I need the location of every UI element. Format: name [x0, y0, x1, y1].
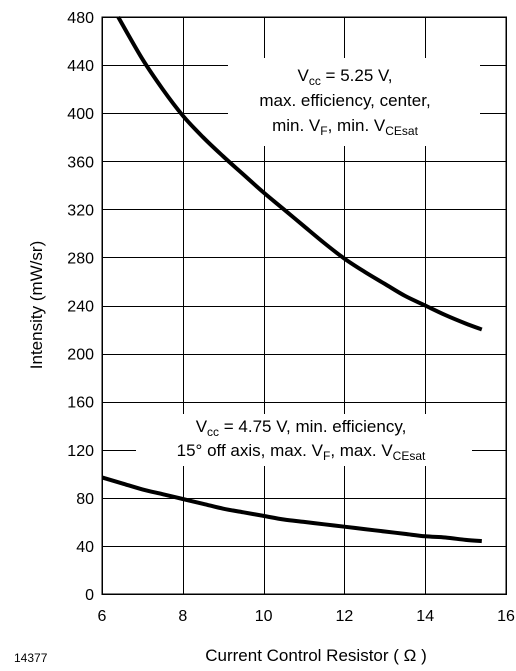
annotation-text: V	[196, 417, 208, 436]
annotation-subscript: CEsat	[393, 449, 426, 463]
figure-id: 14377	[14, 651, 48, 665]
x-tick-label: 10	[255, 608, 273, 625]
annotation-line: max. efficiency, center,	[259, 91, 430, 110]
series-line-lower	[101, 475, 482, 544]
plot-frame	[101, 16, 507, 595]
annotation-text: , min. V	[328, 116, 386, 135]
annotation-subscript: CEsat	[385, 124, 418, 138]
annotation-line: min. VF, min. VCEsat	[272, 116, 419, 138]
y-tick-label: 440	[67, 58, 94, 75]
annotation-text: V	[297, 66, 309, 85]
series-line-upper	[116, 16, 483, 332]
x-tick-label: 6	[98, 608, 107, 625]
annotation-subscript: F	[323, 449, 330, 463]
y-tick-label: 400	[67, 106, 94, 123]
x-tick-label: 12	[336, 608, 354, 625]
y-tick-label: 120	[67, 443, 94, 460]
annotation-text: max. efficiency, center,	[259, 91, 430, 110]
annotation-subscript: cc	[309, 74, 321, 88]
annotation-line: Vcc = 5.25 V,	[297, 66, 392, 88]
x-tick-label: 8	[178, 608, 187, 625]
x-axis-label: Current Control Resistor ( Ω )	[205, 646, 426, 665]
annotation-text: = 4.75 V, min. efficiency,	[219, 417, 406, 436]
annotations: Vcc = 5.25 V, max. efficiency, center, min…	[136, 58, 480, 466]
series-layer	[101, 16, 483, 544]
x-tick-label: 14	[416, 608, 434, 625]
annotation-text: , max. V	[330, 441, 393, 460]
annotation-text: 15° off axis, max. V	[177, 441, 324, 460]
y-tick-label: 200	[67, 347, 94, 364]
y-tick-label: 160	[67, 395, 94, 412]
annotation-subscript: cc	[207, 425, 219, 439]
tick-labels: 6 8 10 12 14 16040801201602002402803203604004…	[67, 10, 515, 625]
annotation-line: 15° off axis, max. VF, max. VCEsat	[177, 441, 426, 463]
y-tick-label: 0	[85, 587, 94, 604]
annotation-background	[136, 414, 472, 466]
y-tick-label: 480	[67, 10, 94, 27]
annotation-text: min. V	[272, 116, 321, 135]
y-tick-label: 80	[76, 491, 94, 508]
annotation-subscript: F	[320, 124, 327, 138]
y-tick-label: 360	[67, 154, 94, 171]
y-tick-label: 320	[67, 202, 94, 219]
y-tick-label: 280	[67, 250, 94, 267]
y-axis-label: Intensity (mW/sr)	[27, 241, 46, 369]
annotation-background	[228, 58, 480, 146]
x-tick-label: 16	[497, 608, 515, 625]
annotation-line: Vcc = 4.75 V, min. efficiency,	[196, 417, 407, 439]
y-tick-label: 240	[67, 299, 94, 316]
y-tick-label: 40	[76, 539, 94, 556]
annotation-text: = 5.25 V,	[321, 66, 393, 85]
